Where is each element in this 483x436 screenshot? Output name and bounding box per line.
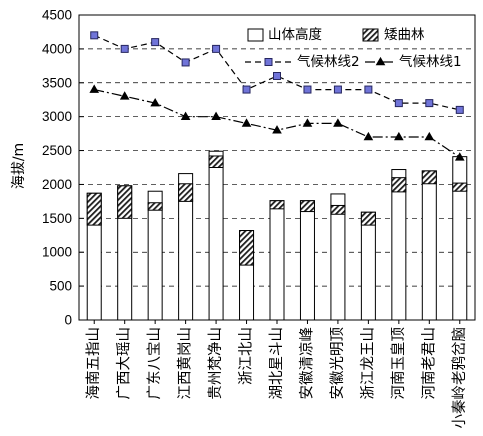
y-tick-label: 0: [64, 313, 72, 328]
climate-treeline-1-marker: [180, 111, 191, 120]
mountain-height-bar: [360, 211, 376, 321]
mountain-height-bar: [421, 170, 437, 321]
climate-treeline-2-marker: [151, 38, 160, 47]
legend-label-mountain-height: 山体高度: [268, 26, 322, 43]
climate-treeline-1-marker: [89, 84, 100, 93]
climate-treeline-2-marker: [212, 44, 221, 53]
climate-treeline-2-marker: [394, 99, 403, 108]
legend-swatch-mountain-height: [247, 28, 264, 42]
climate-treeline-1-marker: [333, 118, 343, 127]
climate-treeline-2-marker: [425, 99, 434, 108]
climate-treeline-1-marker: [363, 131, 374, 141]
climate-treeline-1-marker: [272, 125, 282, 134]
legend-marker-climate-treeline-1: [375, 56, 386, 66]
elfin-forest-bar: [421, 170, 437, 185]
treeline-series: [89, 31, 465, 161]
elfin-forest-bar: [360, 211, 376, 226]
elfin-forest-bar: [117, 185, 133, 219]
x-tick-label: 安徽光明顶: [329, 327, 346, 400]
y-tick-label: 2500: [42, 143, 72, 158]
elfin-forest-bar: [178, 183, 194, 202]
y-tick-label: 4000: [42, 41, 72, 56]
climate-treeline-1-marker: [211, 111, 221, 120]
x-tick-label: 海南五指山: [85, 327, 102, 400]
y-tick-label: 3000: [42, 109, 72, 124]
climate-treeline-2-marker: [303, 85, 312, 94]
elfin-forest-bar: [239, 230, 255, 266]
legend-label-climate-treeline-2: 气候林线2: [297, 54, 360, 70]
climate-treeline-1-marker: [302, 118, 313, 127]
elfin-forest-bar: [147, 202, 163, 211]
legend-label-elfin-forest: 矮曲林: [384, 27, 425, 43]
climate-treeline-2-marker: [181, 58, 190, 67]
x-tick-label: 浙江北山: [238, 327, 255, 385]
x-tick-label: 广西大瑶山: [116, 327, 133, 400]
climate-treeline-2-marker: [273, 72, 281, 80]
elfin-forest-bar: [330, 204, 346, 215]
elfin-forest-bar: [208, 155, 224, 169]
climate-treeline-2-marker: [333, 85, 342, 94]
elfin-forest-bar: [391, 177, 407, 193]
x-tick-label: 小秦岭老鸦岔脑: [451, 327, 468, 429]
climate-treeline-2-marker: [90, 31, 99, 40]
y-tick-label: 1500: [42, 211, 72, 226]
y-tick-label: 3500: [42, 75, 72, 90]
x-tick-label: 江西黄岗山: [177, 327, 194, 400]
y-tick-label: 1000: [42, 245, 72, 260]
x-tick-label: 浙江龙王山: [359, 327, 376, 400]
climate-treeline-2-marker: [455, 105, 464, 114]
climate-treeline-1-marker: [150, 98, 160, 107]
elfin-forest-bar: [269, 200, 285, 210]
climate-treeline-1-marker: [454, 152, 465, 161]
climate-treeline-1-marker: [241, 118, 252, 127]
elfin-forest-bar: [86, 192, 102, 226]
mountain-height-bar: [299, 200, 315, 321]
climate-treeline-1-marker: [394, 131, 404, 141]
climate-treeline-2-marker: [120, 44, 129, 53]
axes: 0 500 1000 1500 2000 2500 3000 3500 4000 4500 海南五指…: [11, 8, 476, 429]
climate-treeline-1-marker: [424, 131, 435, 141]
mountain-height-bar: [269, 200, 285, 321]
x-tick-label: 安徽清凉峰: [299, 327, 316, 400]
mountain-height-bar: [208, 150, 224, 321]
mountain-height-bar: [452, 156, 468, 321]
x-tick-label: 河南老君山: [420, 327, 437, 400]
y-tick-label: 4500: [42, 8, 72, 23]
x-tick-label: 广东八宝山: [146, 327, 163, 400]
x-tick-label: 贵州梵净山: [207, 327, 224, 400]
climate-treeline-2-marker: [364, 85, 373, 94]
elfin-forest-bar: [299, 200, 315, 213]
climate-treeline-2-marker: [242, 85, 251, 94]
legend-swatch-elfin-forest: [362, 28, 379, 42]
y-tick-label: 2000: [42, 177, 72, 192]
legend-label-climate-treeline-1: 气候林线1: [399, 54, 462, 70]
climate-treeline-1-marker: [119, 91, 130, 100]
y-tick-label: 500: [49, 279, 72, 294]
bars: [86, 150, 468, 321]
x-tick-label: 湖北星斗山: [268, 327, 285, 400]
y-axis-label: 海拔/m: [11, 143, 27, 189]
legend-marker-climate-treeline-2: [264, 58, 273, 66]
elfin-forest-bar: [452, 182, 468, 192]
x-tick-label: 河南玉皇顶: [390, 327, 407, 400]
